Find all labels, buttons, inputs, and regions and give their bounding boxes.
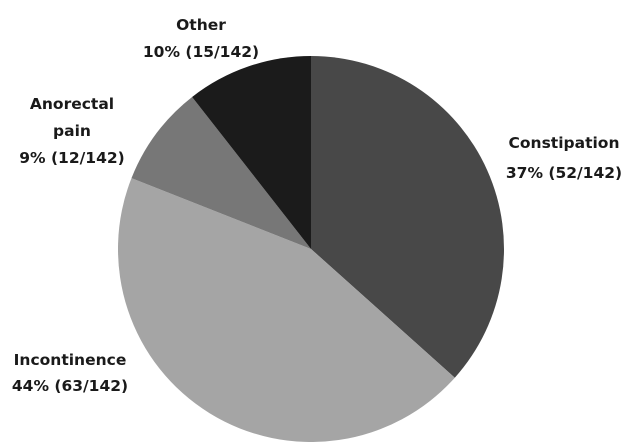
pie-slice-anorectal-pain	[131, 96, 311, 249]
label-constipation: Constipation 37% (52/142)	[506, 134, 622, 182]
slice-value-anorectal-pain: 9% (12/142)	[19, 149, 124, 167]
slice-label-incontinence: Incontinence	[14, 351, 127, 369]
label-anorectal-pain: Anorectal pain 9% (12/142)	[19, 95, 124, 167]
pie-slice-other	[192, 55, 311, 249]
label-incontinence: Incontinence 44% (63/142)	[12, 351, 128, 395]
pie-slice-incontinence	[118, 178, 455, 442]
slice-label-other: Other	[176, 16, 226, 34]
slice-value-incontinence: 44% (63/142)	[12, 377, 128, 395]
pie-slice-constipation	[311, 56, 505, 378]
slice-label-constipation: Constipation	[509, 134, 620, 152]
pie-slices	[118, 55, 505, 442]
slice-value-constipation: 37% (52/142)	[506, 164, 622, 182]
slice-label-anorectal-line2: pain	[53, 122, 91, 140]
slice-value-other: 10% (15/142)	[143, 43, 259, 61]
slice-label-anorectal-line1: Anorectal	[30, 95, 114, 113]
label-other: Other 10% (15/142)	[143, 16, 259, 61]
